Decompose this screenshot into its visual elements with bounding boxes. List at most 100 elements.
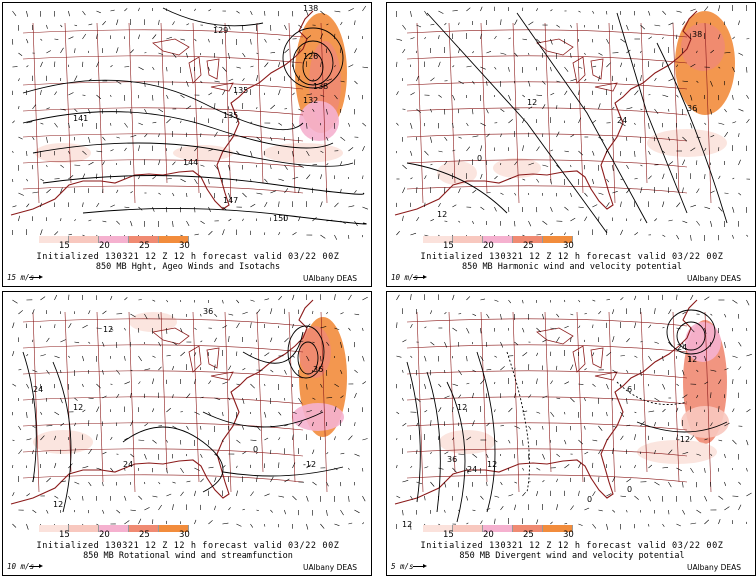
- wind-vector: [180, 120, 182, 124]
- wind-vector: [152, 495, 158, 498]
- wind-vector: [402, 480, 409, 483]
- wind-vector: [738, 481, 742, 485]
- state-border: [406, 344, 688, 353]
- wind-vector: [270, 337, 273, 343]
- wind-vector: [292, 294, 295, 301]
- wind-vector: [668, 161, 674, 166]
- wind-vector: [732, 379, 734, 385]
- contour-line: [82, 208, 367, 225]
- colorbar-swatch: [453, 236, 483, 243]
- state-border: [22, 55, 304, 64]
- colorbar-tick-label: 25: [139, 530, 150, 540]
- colorbar-tick-label: 30: [563, 241, 574, 251]
- wind-vector: [430, 420, 432, 427]
- wind-vector: [74, 397, 78, 401]
- wind-vector: [648, 324, 652, 329]
- wind-vector: [430, 397, 434, 400]
- wind-vector: [480, 520, 483, 525]
- wind-vector: [536, 327, 541, 333]
- wind-vector: [130, 420, 134, 427]
- contour-line: [22, 351, 37, 483]
- state-border: [128, 22, 136, 204]
- wind-vector: [668, 481, 672, 488]
- state-border: [22, 318, 304, 327]
- wind-vector: [592, 65, 597, 68]
- wind-vector: [340, 136, 346, 141]
- wind-vector: [598, 448, 602, 455]
- wind-vector: [334, 65, 336, 68]
- wind-vector: [242, 192, 247, 198]
- init-caption: Initialized 130321 12 Z 12 h forecast va…: [36, 541, 340, 551]
- wind-vector: [130, 509, 136, 511]
- isotach-shading: [33, 430, 93, 454]
- wind-vector: [396, 322, 398, 329]
- wind-vector: [270, 52, 276, 54]
- isotach-shading: [437, 161, 477, 185]
- wind-vector: [180, 38, 186, 41]
- wind-vector: [12, 492, 15, 497]
- wind-vector: [264, 178, 268, 183]
- wind-vector: [444, 161, 448, 166]
- wind-vector: [472, 189, 477, 194]
- wind-vector: [292, 434, 294, 441]
- wind-vector: [634, 90, 639, 96]
- wind-vector: [570, 364, 574, 371]
- state-border: [512, 311, 520, 493]
- wind-vector: [110, 204, 115, 208]
- wind-vector: [222, 411, 224, 417]
- wind-vector: [74, 164, 81, 166]
- wind-vector: [68, 323, 72, 329]
- colorbar-swatch: [159, 525, 189, 532]
- wind-vector: [528, 52, 530, 55]
- wind-vector: [682, 369, 685, 376]
- contour-line: [302, 52, 324, 82]
- wind-vector: [682, 311, 687, 315]
- wind-vector: [536, 234, 542, 236]
- wind-vector: [32, 136, 35, 140]
- wind-vector: [186, 425, 189, 430]
- wind-vector: [724, 506, 730, 511]
- isotach-colorbar: [39, 236, 189, 243]
- contour-line: [476, 351, 496, 513]
- wind-vector: [270, 104, 276, 110]
- wind-vector: [704, 381, 709, 385]
- wind-vector: [354, 509, 360, 514]
- great-lakes: [152, 38, 234, 92]
- wind-vector: [746, 94, 749, 99]
- contour-line: [52, 361, 72, 513]
- wind-vector: [416, 108, 421, 114]
- wind-vector: [494, 175, 498, 180]
- wind-vector: [334, 10, 341, 13]
- colorbar-tick-label: 15: [443, 241, 454, 251]
- wind-vector: [430, 341, 435, 346]
- wind-vector: [306, 355, 310, 362]
- wind-vector: [472, 453, 478, 458]
- wind-vector: [172, 504, 174, 511]
- wind-vector: [236, 322, 240, 329]
- wind-vector: [452, 467, 457, 473]
- contour-line: [292, 40, 334, 86]
- wind-vector: [578, 325, 581, 329]
- wind-vector: [662, 355, 664, 361]
- wind-vector: [312, 78, 315, 82]
- wind-vector: [32, 191, 39, 194]
- state-border: [608, 22, 616, 204]
- wind-vector: [592, 383, 596, 387]
- wind-vector: [46, 509, 49, 514]
- wind-vector: [96, 202, 100, 208]
- wind-vector: [250, 439, 257, 441]
- wind-vector: [452, 10, 458, 12]
- contour-line: [426, 371, 441, 513]
- wind-vector: [452, 94, 456, 101]
- wind-vector: [690, 327, 695, 333]
- wind-vector: [732, 234, 734, 239]
- wind-vector: [158, 366, 162, 371]
- wind-vector: [522, 410, 528, 413]
- wind-vector: [676, 434, 678, 441]
- wind-vector: [550, 380, 553, 385]
- wind-vector: [458, 159, 460, 166]
- state-border: [320, 311, 328, 493]
- wind-vector: [124, 327, 126, 331]
- wind-vector: [194, 178, 198, 185]
- contour-line: [506, 351, 530, 493]
